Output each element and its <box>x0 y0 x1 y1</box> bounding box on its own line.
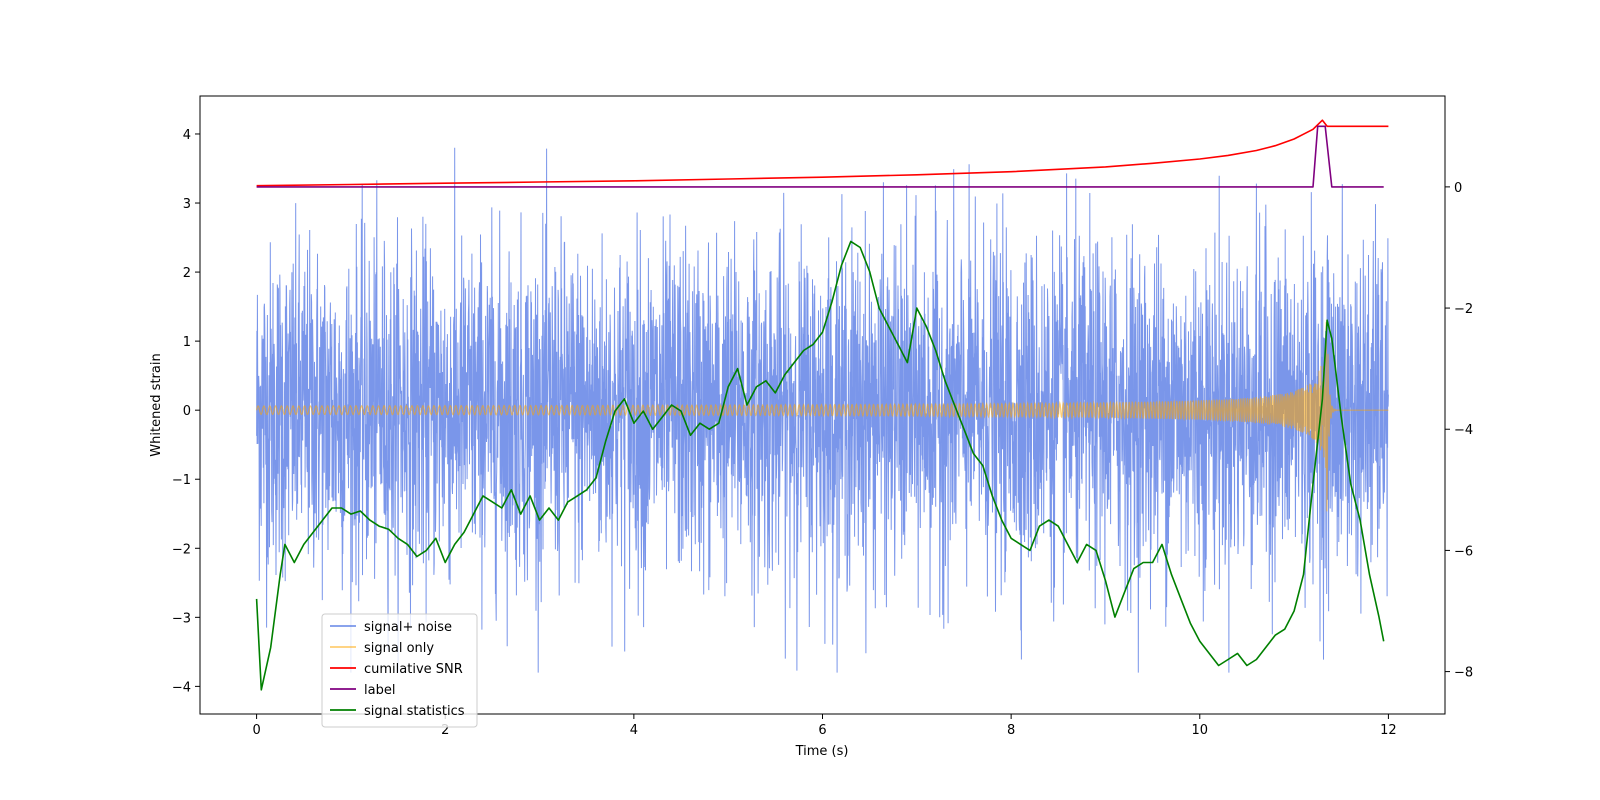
y2-tick-label: −6 <box>1454 544 1473 559</box>
legend-entry: label <box>364 683 395 698</box>
series-signal-statistics <box>255 240 1385 691</box>
y-tick-label: −2 <box>172 542 191 557</box>
y-tick-label: 4 <box>183 128 191 143</box>
x-tick-label: 6 <box>818 723 826 738</box>
series-cumilative-snr <box>256 119 1389 187</box>
plot-area <box>255 119 1389 691</box>
y-tick-label: 3 <box>183 197 191 212</box>
y2-tick-label: 0 <box>1454 181 1462 196</box>
x-tick-label: 12 <box>1380 723 1397 738</box>
legend-entry: cumilative SNR <box>364 662 463 677</box>
y-tick-label: 2 <box>183 266 191 281</box>
y-tick-label: −1 <box>172 473 191 488</box>
x-tick-label: 4 <box>630 723 638 738</box>
series-label <box>256 125 1384 188</box>
y-axis-label: Whitened strain <box>149 353 164 456</box>
legend-entry: signal+ noise <box>364 620 452 635</box>
y2-tick-label: −2 <box>1454 302 1473 317</box>
x-axis-label: Time (s) <box>795 744 849 759</box>
y2-tick-label: −8 <box>1454 666 1473 681</box>
legend-box <box>321 613 478 728</box>
x-tick-label: 10 <box>1191 723 1208 738</box>
x-tick-label: 2 <box>441 723 449 738</box>
y2-tick-label: −4 <box>1454 423 1473 438</box>
legend-entry: signal statistics <box>364 704 465 719</box>
legend: signal+ noise signal only cumilative SNR la… <box>321 613 478 728</box>
y-tick-label: −4 <box>172 680 191 695</box>
x-tick-label: 0 <box>252 723 260 738</box>
legend-entry: signal only <box>364 641 434 656</box>
y-tick-label: 0 <box>183 404 191 419</box>
series-signal-only <box>256 322 1389 512</box>
x-tick-label: 8 <box>1007 723 1015 738</box>
y-tick-label: 1 <box>183 335 191 350</box>
y-tick-label: −3 <box>172 611 191 626</box>
